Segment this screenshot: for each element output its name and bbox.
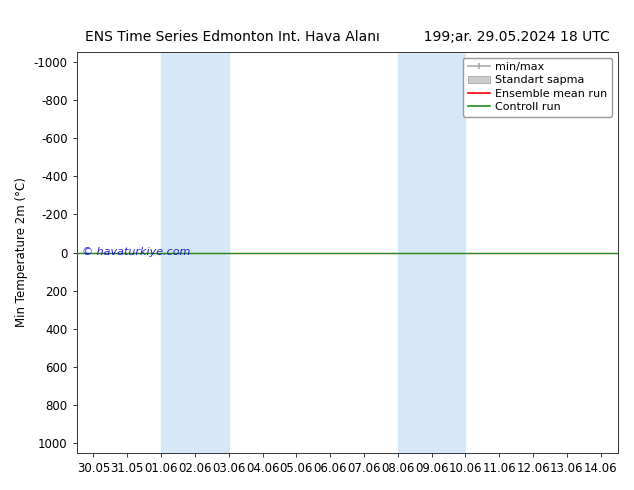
Legend: min/max, Standart sapma, Ensemble mean run, Controll run: min/max, Standart sapma, Ensemble mean r…: [463, 58, 612, 117]
Text: © havaturkiye.com: © havaturkiye.com: [82, 246, 190, 257]
Title: ENS Time Series Edmonton Int. Hava Alanı          199;ar. 29.05.2024 18 UTC: ENS Time Series Edmonton Int. Hava Alanı…: [85, 30, 609, 44]
Bar: [161, 52, 229, 453]
Bar: [398, 52, 465, 453]
Y-axis label: Min Temperature 2m (°C): Min Temperature 2m (°C): [15, 177, 28, 327]
